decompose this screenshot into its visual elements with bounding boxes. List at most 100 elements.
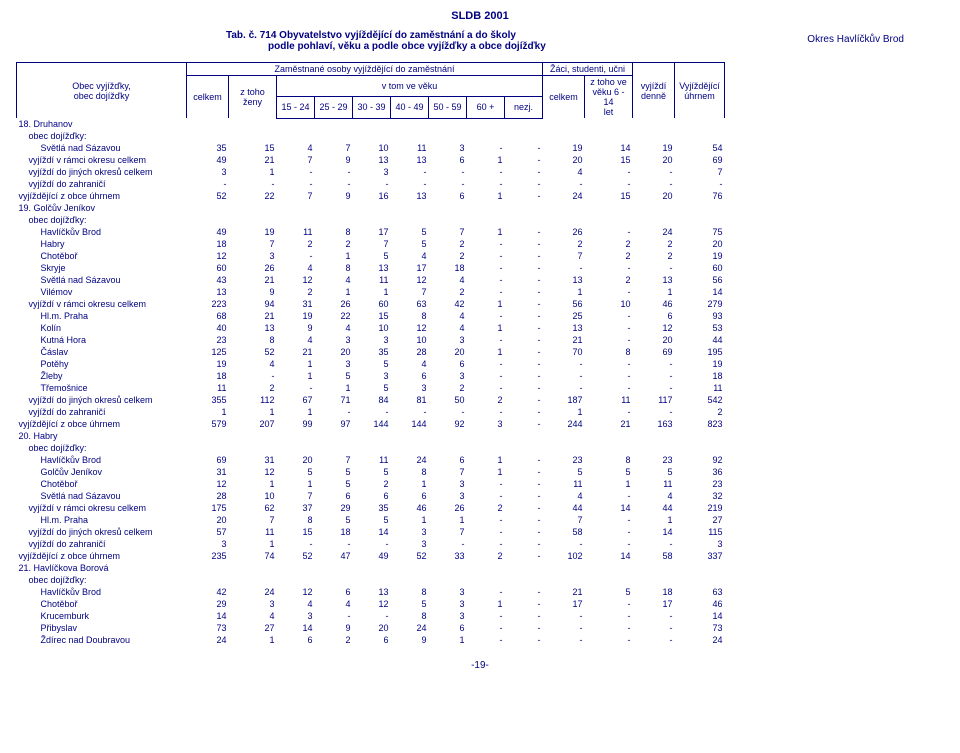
- cell: 1: [391, 478, 429, 490]
- table-row: Žleby18-15363-----18: [17, 370, 944, 382]
- row-label: Žleby: [17, 370, 187, 382]
- cell: [505, 562, 543, 574]
- cell: 2: [429, 286, 467, 298]
- table-row: Habry18722752--22220: [17, 238, 944, 250]
- cell: 18: [633, 586, 675, 598]
- cell: [725, 574, 944, 586]
- cell: -: [467, 250, 505, 262]
- cell: -: [505, 526, 543, 538]
- cell: 10: [353, 142, 391, 154]
- cell: 2: [467, 550, 505, 562]
- cell: 1: [467, 466, 505, 478]
- cell: 3: [187, 166, 229, 178]
- cell: [725, 202, 944, 214]
- cell: -: [277, 178, 315, 190]
- cell: -: [505, 634, 543, 646]
- cell: 2: [229, 382, 277, 394]
- cell: 23: [675, 478, 725, 490]
- cell: 13: [543, 274, 585, 286]
- cell: 21: [229, 310, 277, 322]
- row-label: Přibyslav: [17, 622, 187, 634]
- cell: 15: [585, 190, 633, 202]
- cell: [505, 202, 543, 214]
- cell: 11: [633, 478, 675, 490]
- cell: 7: [315, 142, 353, 154]
- cell: 1: [315, 250, 353, 262]
- table-row: Havlíčkův Brod6931207112461-2382392: [17, 454, 944, 466]
- row-label: Světlá nad Sázavou: [17, 274, 187, 286]
- row-label: Vilémov: [17, 286, 187, 298]
- cell: 19: [229, 226, 277, 238]
- cell: -: [505, 490, 543, 502]
- cell: 8: [391, 310, 429, 322]
- cell: [315, 214, 353, 226]
- row-label: Skryje: [17, 262, 187, 274]
- cell: 4: [429, 310, 467, 322]
- cell: [229, 214, 277, 226]
- cell: 24: [229, 586, 277, 598]
- cell: [505, 130, 543, 142]
- cell: 5: [315, 370, 353, 382]
- cell: 69: [633, 346, 675, 358]
- cell: -: [505, 346, 543, 358]
- cell: 11: [277, 226, 315, 238]
- cell: 3: [429, 370, 467, 382]
- hdr-vtom: v tom ve věku: [277, 76, 543, 97]
- cell: [353, 118, 391, 130]
- cell: -: [543, 634, 585, 646]
- cell: -: [543, 370, 585, 382]
- cell: -: [585, 226, 633, 238]
- cell: 1: [429, 514, 467, 526]
- row-label: Třemošnice: [17, 382, 187, 394]
- hdr-stud-celkem: celkem: [543, 76, 585, 119]
- cell: 5: [391, 598, 429, 610]
- cell: 5: [353, 466, 391, 478]
- cell: -: [429, 538, 467, 550]
- cell: 3: [353, 166, 391, 178]
- cell: [391, 574, 429, 586]
- cell: -: [277, 538, 315, 550]
- cell: 1: [467, 154, 505, 166]
- cell: -: [467, 622, 505, 634]
- cell: 1: [229, 406, 277, 418]
- cell: [315, 442, 353, 454]
- cell: 10: [585, 298, 633, 310]
- row-label: Ždírec nad Doubravou: [17, 634, 187, 646]
- cell: 52: [277, 550, 315, 562]
- cell: [315, 430, 353, 442]
- cell: 3: [277, 610, 315, 622]
- cell: 15: [585, 154, 633, 166]
- table-row: Havlíčkův Brod42241261383--2151863: [17, 586, 944, 598]
- cell: 46: [391, 502, 429, 514]
- cell: 9: [229, 286, 277, 298]
- cell: 235: [187, 550, 229, 562]
- cell: 4: [277, 598, 315, 610]
- table-row: 21. Havlíčkova Borová: [17, 562, 944, 574]
- cell: 5: [315, 514, 353, 526]
- cell: 24: [391, 454, 429, 466]
- cell: 5: [315, 478, 353, 490]
- cell: [353, 130, 391, 142]
- cell: 4: [429, 322, 467, 334]
- row-label: obec dojížďky:: [17, 214, 187, 226]
- cell: 17: [353, 226, 391, 238]
- row-label: Golčův Jeníkov: [17, 466, 187, 478]
- table-row: 19. Golčův Jeníkov: [17, 202, 944, 214]
- cell: -: [277, 166, 315, 178]
- data-table: Obec vyjížďky, obec dojížďky Zaměstnané …: [16, 62, 944, 646]
- table-body: 18. Druhanovobec dojížďky:Světlá nad Sáz…: [17, 118, 944, 646]
- cell: 67: [277, 394, 315, 406]
- caption-row: Tab. č. 714 Obyvatelstvo vyjíždějící do …: [16, 30, 944, 52]
- cell: [187, 442, 229, 454]
- cell: -: [543, 178, 585, 190]
- cell: [467, 130, 505, 142]
- cell: [505, 574, 543, 586]
- cell: 15: [277, 526, 315, 538]
- cell: [633, 118, 675, 130]
- cell: 35: [353, 346, 391, 358]
- cell: 7: [543, 250, 585, 262]
- cell: [429, 202, 467, 214]
- cell: -: [585, 370, 633, 382]
- cell: 36: [675, 466, 725, 478]
- cell: 9: [391, 634, 429, 646]
